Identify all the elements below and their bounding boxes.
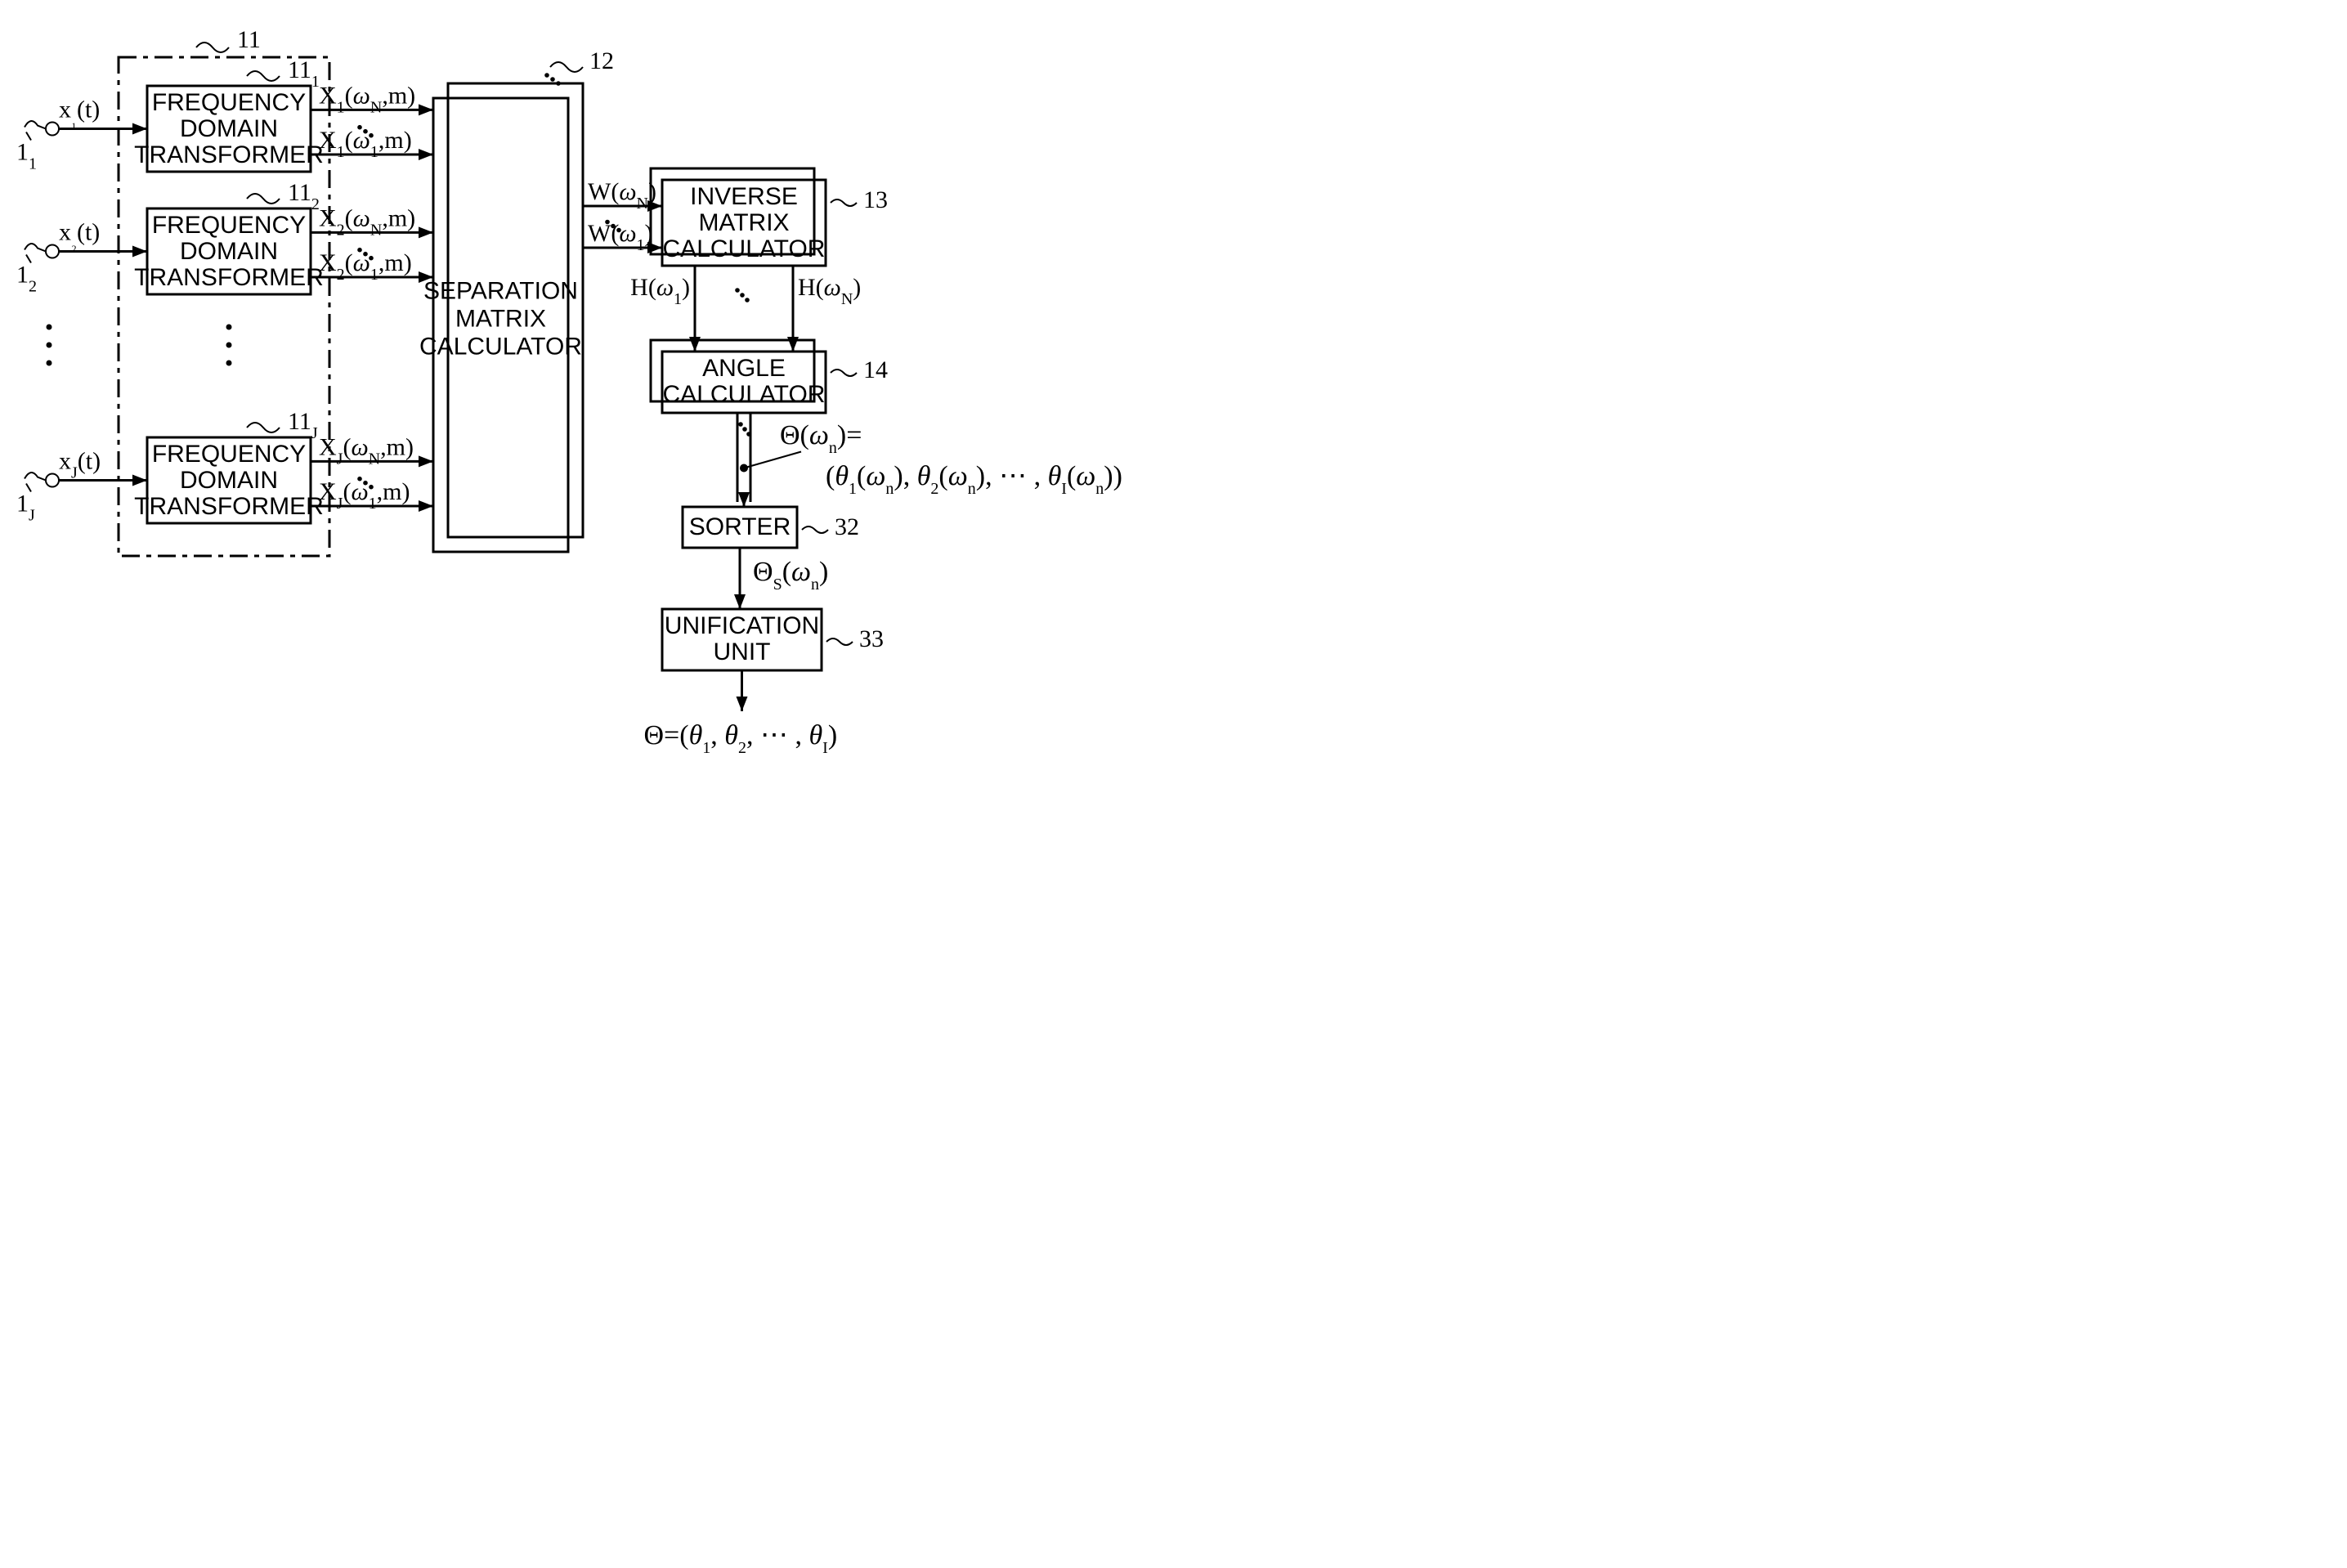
svg-text:11: 11 xyxy=(16,139,37,173)
svg-text:11: 11 xyxy=(237,26,261,53)
svg-text:SEPARATION: SEPARATION xyxy=(423,278,578,305)
svg-text:1J: 1J xyxy=(16,491,35,525)
svg-text:UNIT: UNIT xyxy=(714,638,771,665)
svg-text:X1(ωN,m): X1(ωN,m) xyxy=(319,82,415,116)
svg-text:(θ1(ωn), θ2(ωn), ⋯ , θI(ωn)): (θ1(ωn), θ2(ωn), ⋯ , θI(ωn)) xyxy=(826,461,1122,498)
svg-text:W(ωN): W(ωN) xyxy=(588,178,656,213)
svg-text:CALCULATOR: CALCULATOR xyxy=(419,334,582,361)
svg-text:W(ω1): W(ω1) xyxy=(588,220,653,254)
svg-text:H(ωN): H(ωN) xyxy=(798,274,861,308)
svg-text:MATRIX: MATRIX xyxy=(698,209,789,236)
svg-text:X2(ωN,m): X2(ωN,m) xyxy=(319,204,415,239)
svg-text:x₂(t): x₂(t) xyxy=(59,219,100,253)
svg-text:x₁(t): x₁(t) xyxy=(59,96,100,131)
svg-text:ANGLE: ANGLE xyxy=(702,355,786,382)
transformer-label: DOMAIN xyxy=(180,115,278,142)
svg-text:SORTER: SORTER xyxy=(689,513,791,540)
transformer-label: FREQUENCY xyxy=(152,212,306,239)
transformer-label: FREQUENCY xyxy=(152,441,306,468)
svg-text:UNIFICATION: UNIFICATION xyxy=(665,612,819,639)
svg-text:INVERSE: INVERSE xyxy=(690,183,798,210)
svg-text:xJ(t): xJ(t) xyxy=(59,448,101,482)
svg-text:ΘS(ωn): ΘS(ωn) xyxy=(753,557,828,594)
svg-text:MATRIX: MATRIX xyxy=(455,306,546,333)
transformer-label: DOMAIN xyxy=(180,238,278,265)
transformer-label: DOMAIN xyxy=(180,467,278,494)
transformer-label: TRANSFORMER xyxy=(134,264,324,291)
svg-text:Θ=(θ1, θ2, ⋯ , θI): Θ=(θ1, θ2, ⋯ , θI) xyxy=(644,720,838,757)
transformer-label: TRANSFORMER xyxy=(134,141,324,168)
separation-matrix-calculator: 12 SEPARATIONMATRIXCALCULATOR W(ωN) W(ω1) xyxy=(419,47,656,552)
svg-text:CALCULATOR: CALCULATOR xyxy=(663,235,826,262)
svg-text:32: 32 xyxy=(835,513,859,540)
transformer-label: TRANSFORMER xyxy=(134,493,324,520)
svg-text:Θ(ωn)=: Θ(ωn)= xyxy=(780,420,862,457)
svg-text:XJ(ωN,m): XJ(ωN,m) xyxy=(319,433,414,468)
sorter: SORTER ΘS(ωn) xyxy=(683,507,828,594)
inverse-matrix-calculator: INVERSEMATRIXCALCULATOR H(ω1) H(ωN) xyxy=(630,168,861,308)
svg-text:H(ω1): H(ω1) xyxy=(630,274,690,308)
svg-text:CALCULATOR: CALCULATOR xyxy=(663,381,826,408)
diagram-canvas: 11FREQUENCYDOMAINTRANSFORMER111x₁(t)11X1… xyxy=(0,0,1173,784)
svg-text:12: 12 xyxy=(16,262,37,296)
svg-text:12: 12 xyxy=(589,47,614,74)
svg-text:13: 13 xyxy=(863,186,888,213)
svg-text:14: 14 xyxy=(863,356,888,383)
svg-text:33: 33 xyxy=(859,625,884,652)
unification-unit: UNIFICATIONUNIT Θ=(θ1, θ2, ⋯ , θI) xyxy=(644,609,838,757)
transformer-label: FREQUENCY xyxy=(152,89,306,116)
